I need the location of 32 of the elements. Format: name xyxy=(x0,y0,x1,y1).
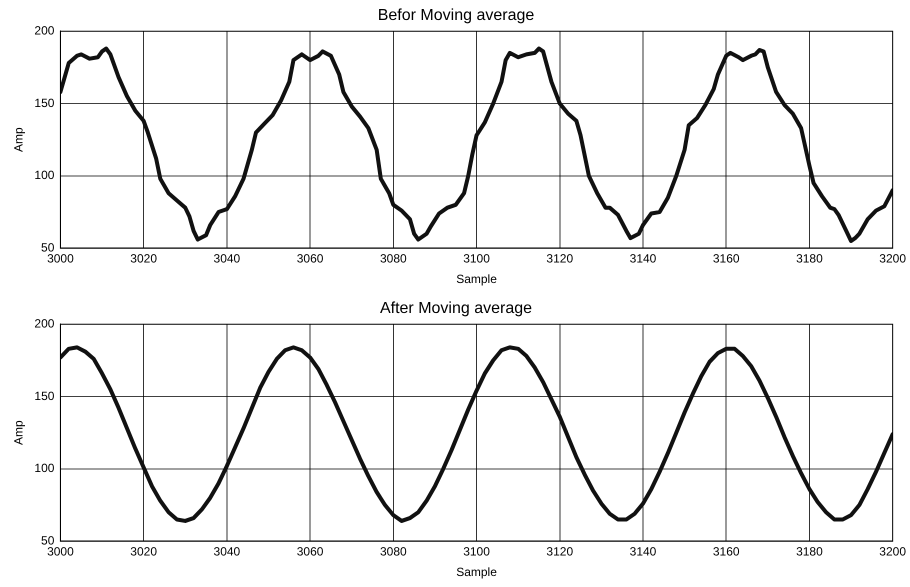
x-tick-label: 3200 xyxy=(879,544,906,559)
x-tick-label: 3100 xyxy=(463,252,490,266)
y-tick-label: 200 xyxy=(34,316,55,331)
x-axis-title: Sample xyxy=(456,272,498,286)
x-tick-label: 3060 xyxy=(296,252,324,266)
x-tick-label: 3080 xyxy=(380,252,407,266)
chart-title: Befor Moving average xyxy=(378,7,534,24)
y-axis-title: Amp xyxy=(12,420,26,446)
x-tick-label: 3040 xyxy=(214,252,241,266)
x-tick-label: 3080 xyxy=(380,544,407,559)
x-tick-label: 3020 xyxy=(130,252,158,266)
x-tick-label: 3120 xyxy=(546,544,574,559)
y-tick-label: 100 xyxy=(34,168,55,182)
x-tick-label: 3160 xyxy=(712,544,740,559)
y-tick-label: 100 xyxy=(34,461,55,476)
y-axis-title: Amp xyxy=(12,127,26,152)
x-tick-label: 3020 xyxy=(130,544,158,559)
x-tick-label: 3180 xyxy=(796,252,824,266)
x-tick-label: 3140 xyxy=(630,252,657,266)
x-tick-label: 3040 xyxy=(214,544,241,559)
y-tick-label: 150 xyxy=(34,96,55,110)
chart-title: After Moving average xyxy=(380,300,532,318)
x-tick-label: 3200 xyxy=(879,252,906,266)
x-tick-label: 3160 xyxy=(712,252,740,266)
x-tick-label: 3140 xyxy=(630,544,657,559)
x-tick-label: 3100 xyxy=(463,544,490,559)
x-tick-label: 3180 xyxy=(796,544,824,559)
x-axis-title: Sample xyxy=(456,565,498,580)
x-tick-label: 3060 xyxy=(296,544,324,559)
x-tick-label: 3120 xyxy=(546,252,574,266)
y-tick-label: 200 xyxy=(34,24,55,38)
y-tick-label: 150 xyxy=(34,388,55,403)
